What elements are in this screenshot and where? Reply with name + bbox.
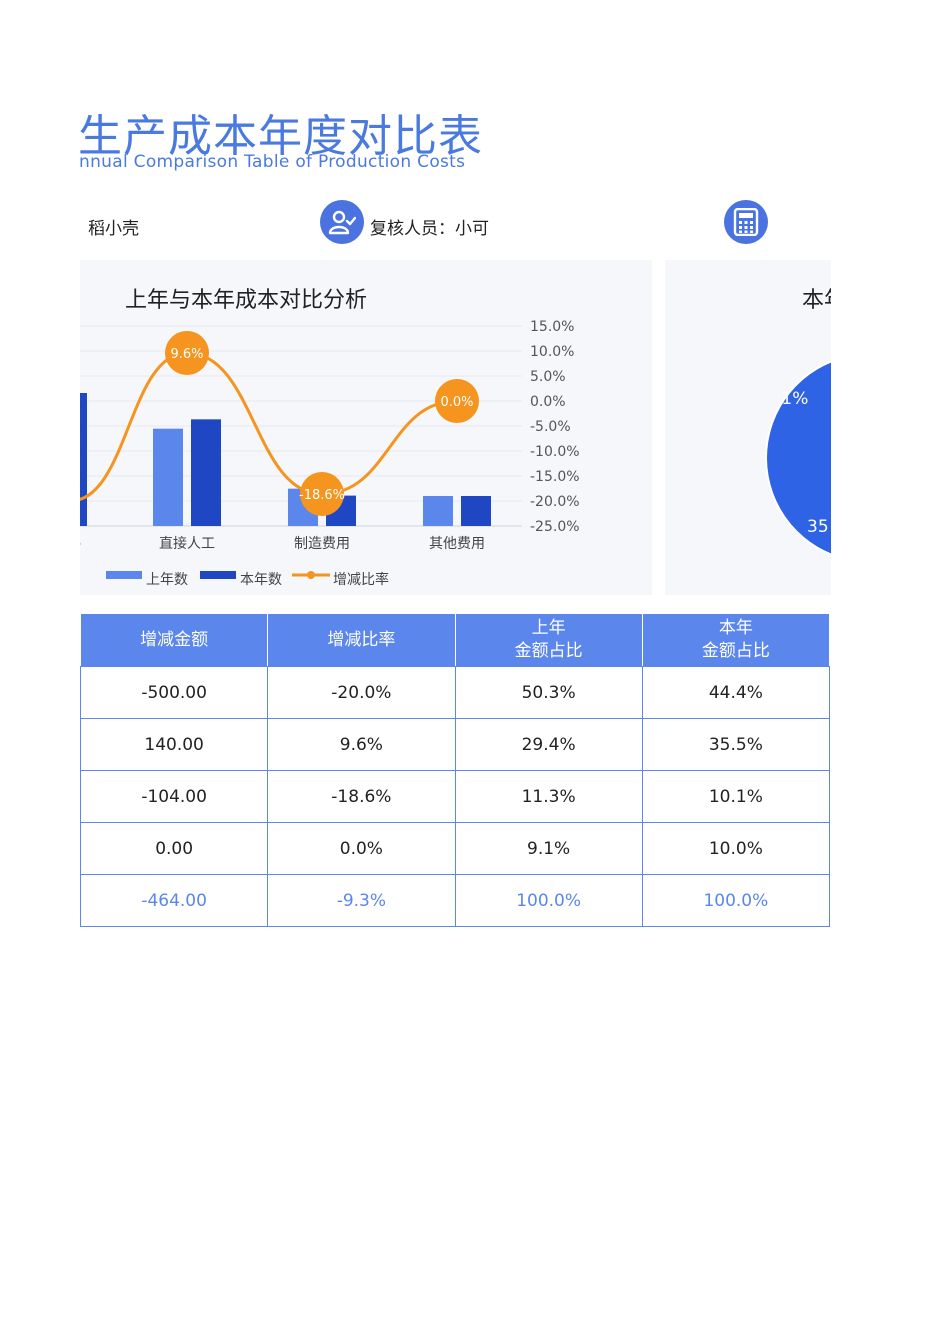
legend-swatch-last-year	[106, 571, 142, 579]
right-axis-tick: 0.0%	[530, 394, 566, 410]
table-header-row: 增减金额 增减比率 上年 金额占比 本年 金额占比	[79, 613, 831, 667]
cell-change-amount: 0.00	[79, 822, 269, 875]
ratio-line	[80, 351, 458, 501]
bar-last-year	[423, 496, 453, 526]
header-last-year-share: 上年 金额占比	[454, 613, 643, 667]
bar-this-year	[191, 419, 221, 526]
table-row: -104.00 -18.6% 11.3% 10.1%	[79, 770, 831, 823]
table-row: -500.00 -20.0% 50.3% 44.4%	[79, 666, 831, 719]
category-label-cropped: -	[80, 536, 81, 552]
cell-change-rate: -18.6%	[267, 770, 456, 823]
bar-line-chart: 15.0% 10.0% 5.0% 0.0% -5.0% -10.0% -15.0% -20.0…	[80, 319, 580, 588]
bar-this-year	[461, 496, 491, 526]
bar-cropped	[80, 393, 87, 526]
cell-last-year-share: 29.4%	[454, 718, 643, 771]
cell-this-year-share: 35.5%	[641, 718, 831, 771]
right-axis-tick: -25.0%	[530, 519, 580, 535]
cell-this-year-share: 10.1%	[641, 770, 831, 823]
cell-change-amount: -104.00	[79, 770, 269, 823]
table-row: 140.00 9.6% 29.4% 35.5%	[79, 718, 831, 771]
category-label: 制造费用	[294, 536, 350, 552]
right-axis-tick: -20.0%	[530, 494, 580, 510]
ratio-point	[300, 472, 344, 516]
user-check-icon	[320, 200, 364, 244]
ratio-point	[435, 379, 479, 423]
legend-label: 上年数	[146, 572, 188, 588]
category-label: 直接人工	[159, 535, 215, 552]
ratio-point-label: 9.6%	[170, 347, 203, 362]
bar-chart-panel: 上年与本年成本对比分析 15.0% 10.0% 5.0% 0.0% -5.0% -10.0…	[80, 260, 652, 595]
page-subtitle: nnual Comparison Table of Production Cos…	[79, 152, 466, 172]
pie-chart-title: 本年	[802, 288, 831, 313]
table-total-row: -464.00 -9.3% 100.0% 100.0%	[79, 874, 831, 927]
cell-change-rate: -20.0%	[267, 666, 456, 719]
ratio-point-label: -18.6%	[299, 488, 345, 503]
ratio-point-label: 0.0%	[440, 395, 473, 410]
header-change-rate: 增减比率	[267, 613, 456, 667]
header-change-amount: 增减金额	[79, 613, 269, 667]
legend-swatch-ratio-dot	[307, 571, 315, 579]
right-axis-tick: 10.0%	[530, 344, 574, 360]
calculator-icon	[724, 200, 768, 244]
legend-label: 本年数	[240, 572, 282, 588]
cell-last-year-share: 9.1%	[454, 822, 643, 875]
bar-chart-title: 上年与本年成本对比分析	[125, 288, 368, 313]
cell-this-year-share: 10.0%	[641, 822, 831, 875]
header-this-year-share: 本年 金额占比	[641, 613, 831, 667]
legend-swatch-this-year	[200, 571, 236, 579]
right-axis-tick: -5.0%	[530, 419, 571, 435]
cell-this-year-share: 44.4%	[641, 666, 831, 719]
pie-label: .1%	[776, 389, 808, 409]
table-row: 0.00 0.0% 9.1% 10.0%	[79, 822, 831, 875]
page-title: 生产成本年度对比表	[78, 111, 483, 162]
cell-change-rate: 0.0%	[267, 822, 456, 875]
cell-last-year-share: 11.3%	[454, 770, 643, 823]
category-label: 其他费用	[429, 536, 485, 552]
legend-label: 增减比率	[333, 571, 389, 588]
comparison-table: 增减金额 增减比率 上年 金额占比 本年 金额占比 -500.00 -20.0% 5…	[79, 613, 831, 927]
cell-change-amount: 140.00	[79, 718, 269, 771]
reviewer-name: 复核人员：小可	[370, 219, 489, 239]
total-last-year-share: 100.0%	[454, 874, 643, 927]
bar-last-year	[153, 428, 183, 526]
total-change-rate: -9.3%	[267, 874, 456, 927]
right-axis-tick: 5.0%	[530, 369, 566, 385]
pie-chart: .1% 35	[765, 360, 831, 556]
right-axis-tick: 15.0%	[530, 319, 574, 335]
total-this-year-share: 100.0%	[641, 874, 831, 927]
cell-change-amount: -500.00	[79, 666, 269, 719]
maker-name: 稻小壳	[88, 219, 139, 239]
cell-change-rate: 9.6%	[267, 718, 456, 771]
pie-label: 35	[807, 517, 829, 537]
right-axis-tick: -15.0%	[530, 469, 580, 485]
cell-last-year-share: 50.3%	[454, 666, 643, 719]
right-axis-tick: -10.0%	[530, 444, 580, 460]
total-change-amount: -464.00	[79, 874, 269, 927]
pie-chart-panel: 本年 .1% 35	[665, 260, 831, 595]
pie-slice	[765, 360, 831, 556]
ratio-point	[165, 331, 209, 375]
